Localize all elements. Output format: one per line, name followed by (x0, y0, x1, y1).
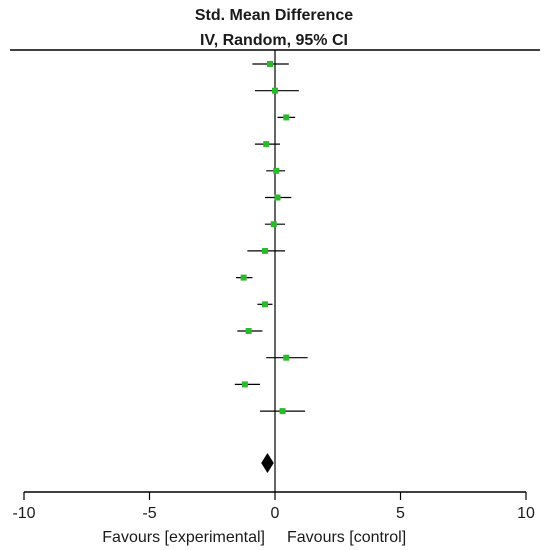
chart-subtitle: IV, Random, 95% CI (200, 32, 348, 49)
effect-point (261, 301, 268, 308)
effect-point (245, 328, 252, 334)
overall-diamond (261, 453, 274, 473)
x-tick-label: 0 (271, 505, 280, 522)
effect-point (241, 381, 248, 388)
favours-control-label: Favours [control] (287, 529, 406, 546)
effect-point (274, 194, 281, 201)
x-tick-label: 5 (396, 505, 405, 522)
effect-point (273, 167, 280, 174)
effect-point (263, 141, 270, 148)
x-tick-label: -5 (142, 505, 156, 522)
effect-point (279, 408, 286, 415)
effect-point (261, 247, 268, 254)
plot-area: -10 -5 0 5 10 (12, 50, 535, 522)
favours-experimental-label: Favours [experimental] (102, 529, 265, 546)
effect-point (240, 274, 247, 281)
effect-point (283, 114, 290, 121)
x-tick-label: -10 (12, 505, 35, 522)
effect-point (283, 354, 290, 361)
x-tick-label: 10 (517, 505, 535, 522)
effect-point (272, 87, 278, 94)
effect-point (266, 61, 273, 67)
effect-point (270, 221, 277, 228)
chart-title: Std. Mean Difference (195, 7, 353, 24)
